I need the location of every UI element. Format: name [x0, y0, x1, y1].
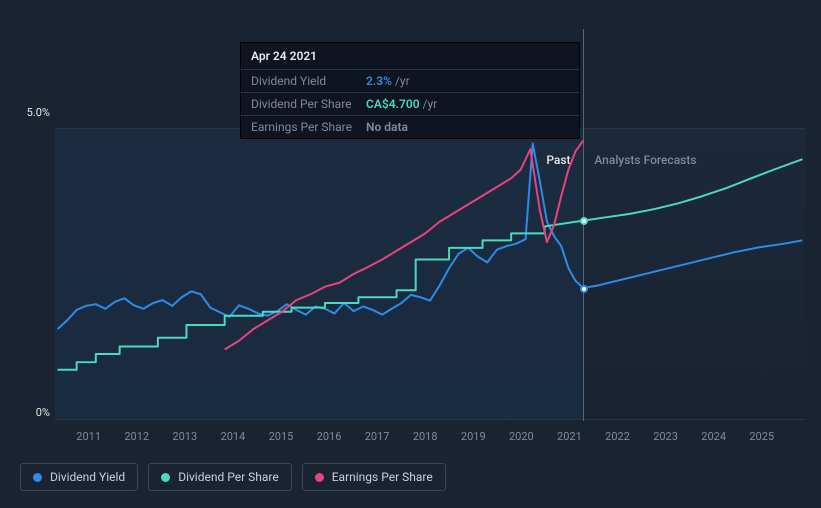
legend-label: Dividend Yield: [50, 470, 125, 484]
tooltip-label: Dividend Per Share: [251, 97, 366, 111]
x-tick: 2024: [701, 430, 726, 443]
tooltip-label: Earnings Per Share: [251, 120, 366, 134]
legend-label: Dividend Per Share: [178, 470, 279, 484]
plot-area: Past Analysts Forecasts: [55, 110, 805, 420]
tooltip-label: Dividend Yield: [251, 74, 366, 88]
legend-dot-icon: [315, 473, 324, 482]
tooltip-date: Apr 24 2021: [241, 43, 579, 70]
x-tick: 2016: [317, 430, 342, 443]
marker-dividend_per_share: [580, 217, 588, 225]
x-tick: 2012: [124, 430, 149, 443]
series-dividend_yield: [58, 144, 803, 330]
y-tick-bottom: 0%: [20, 406, 50, 419]
x-tick: 2020: [509, 430, 534, 443]
x-tick: 2021: [557, 430, 582, 443]
x-tick: 2017: [365, 430, 390, 443]
x-tick: 2013: [172, 430, 197, 443]
x-axis: 2011 2012 2013 2014 2015 2016 2017 2018 2019 2020…: [55, 430, 805, 450]
x-tick: 2014: [221, 430, 246, 443]
y-tick-top: 5.0%: [20, 106, 50, 119]
chart-lines: [55, 129, 805, 419]
tooltip-row: Dividend Yield2.3% /yr: [241, 70, 579, 93]
tooltip-row: Dividend Per ShareCA$4.700 /yr: [241, 93, 579, 116]
tooltip: Apr 24 2021 Dividend Yield2.3% /yrDivide…: [240, 42, 580, 139]
x-tick: 2025: [749, 430, 774, 443]
legend-dividend-per-share[interactable]: Dividend Per Share: [148, 463, 292, 491]
x-tick: 2019: [461, 430, 486, 443]
plot-bg: Past Analysts Forecasts: [55, 128, 805, 420]
legend-dividend-yield[interactable]: Dividend Yield: [20, 463, 138, 491]
legend-label: Earnings Per Share: [332, 470, 433, 484]
tooltip-value: 2.3% /yr: [366, 74, 410, 88]
tooltip-value: CA$4.700 /yr: [366, 97, 437, 111]
legend: Dividend Yield Dividend Per Share Earnin…: [20, 463, 446, 491]
legend-earnings-per-share[interactable]: Earnings Per Share: [302, 463, 446, 491]
x-tick: 2018: [413, 430, 438, 443]
x-tick: 2022: [605, 430, 630, 443]
chart: 5.0% 0% Past Analysts Forecasts: [20, 100, 805, 420]
marker-dividend_yield: [580, 285, 588, 293]
legend-dot-icon: [33, 473, 42, 482]
tooltip-value: No data: [366, 120, 408, 134]
x-tick: 2023: [653, 430, 678, 443]
legend-dot-icon: [161, 473, 170, 482]
tooltip-row: Earnings Per ShareNo data: [241, 116, 579, 138]
series-earnings_per_share: [225, 141, 584, 350]
series-dividend_per_share: [58, 159, 803, 370]
x-tick: 2015: [269, 430, 294, 443]
x-tick: 2011: [76, 430, 101, 443]
